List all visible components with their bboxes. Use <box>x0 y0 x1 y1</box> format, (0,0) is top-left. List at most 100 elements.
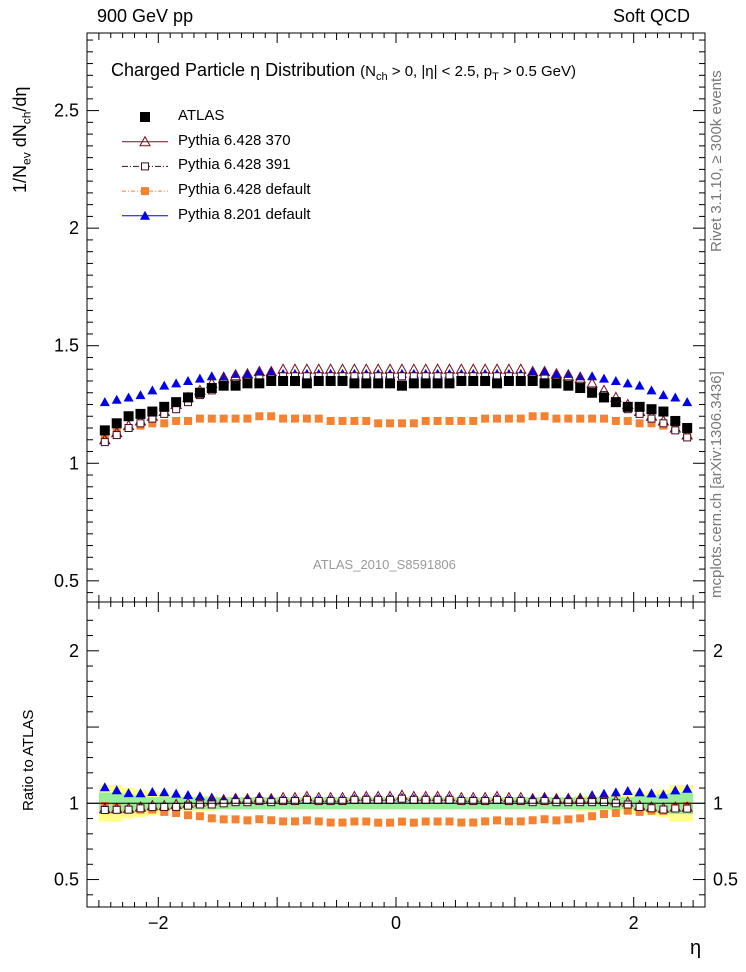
legend-label-pythia-6-428-391: Pythia 6.428 391 <box>178 156 291 174</box>
ratio-point <box>670 785 681 795</box>
ratio-point <box>588 798 597 807</box>
ratio-point <box>184 811 193 820</box>
ratio-y-tick-label-right: 1 <box>713 793 723 813</box>
series-atlas <box>99 375 693 436</box>
data-point <box>623 416 632 425</box>
data-point <box>635 419 644 428</box>
ratio-point <box>469 818 478 827</box>
ratio-point <box>469 797 478 806</box>
ratio-point <box>433 817 442 826</box>
x-tick-label: 0 <box>391 913 401 933</box>
ratio-point <box>610 787 621 797</box>
main-y-tick-label: 1.5 <box>54 336 79 356</box>
ratio-point <box>183 789 194 799</box>
ratio-point <box>564 798 573 807</box>
ratio-y-axis-title: Ratio to ATLAS <box>20 709 37 811</box>
data-point <box>123 392 134 402</box>
data-point <box>647 414 656 423</box>
ratio-point <box>135 788 146 798</box>
ratio-point <box>623 806 632 815</box>
data-point <box>493 414 502 423</box>
ratio-point <box>100 801 109 810</box>
data-point <box>469 416 478 425</box>
ratio-point <box>659 805 668 814</box>
data-point <box>598 373 609 383</box>
data-point <box>207 414 216 423</box>
ratio-y-tick-label-right: 0.5 <box>713 870 738 890</box>
data-point <box>112 426 121 435</box>
data-point <box>659 419 668 428</box>
main-y-tick-label: 2.5 <box>54 101 79 121</box>
ratio-point <box>243 798 252 807</box>
ratio-point <box>611 808 620 817</box>
data-point <box>647 419 656 428</box>
legend-marker-atlas <box>140 112 150 122</box>
header-category: Soft QCD <box>612 6 690 26</box>
legend-label-pythia-6-428-default: Pythia 6.428 default <box>178 181 311 199</box>
ratio-y-tick-label-right: 2 <box>713 641 723 661</box>
ratio-point <box>123 788 134 798</box>
data-point <box>576 414 585 423</box>
data-point <box>481 414 490 423</box>
ratio-point <box>147 787 158 797</box>
data-point <box>551 368 562 378</box>
data-point <box>386 419 395 428</box>
data-point <box>159 380 170 390</box>
plot-title: Charged Particle η Distribution (Nch > 0… <box>111 60 576 83</box>
ratio-point <box>207 800 216 809</box>
data-point <box>457 416 466 425</box>
series-pythia-6-428-default <box>100 412 692 440</box>
data-point <box>160 419 169 428</box>
main-y-tick-label: 0.5 <box>54 571 79 591</box>
header-collision: 900 GeV pp <box>97 6 194 26</box>
ratio-point <box>599 810 608 819</box>
ratio-point <box>279 817 288 826</box>
data-point <box>184 416 193 425</box>
ratio-point <box>374 818 383 827</box>
ratio-point <box>576 814 585 823</box>
data-point <box>622 378 633 388</box>
data-point <box>516 414 525 423</box>
ratio-point <box>338 797 347 806</box>
data-point <box>504 414 513 423</box>
ratio-point <box>623 800 632 809</box>
ratio-point <box>504 817 513 826</box>
data-point <box>172 416 181 425</box>
ratio-y-tick-label: 2 <box>69 641 79 661</box>
plot-title-cuts: (Nch > 0, |η| < 2.5, pT > 0.5 GeV) <box>360 63 576 83</box>
ratio-point <box>195 800 204 809</box>
ratio-point <box>493 816 502 825</box>
data-point <box>588 414 597 423</box>
ratio-point <box>171 788 182 798</box>
ratio-point <box>374 795 383 804</box>
ratio-point <box>124 805 133 814</box>
analysis-watermark: ATLAS_2010_S8591806 <box>313 557 456 572</box>
ratio-point <box>516 797 525 806</box>
ratio-point <box>635 807 644 816</box>
data-point <box>610 375 621 385</box>
ratio-point <box>194 791 205 801</box>
main-y-tick-label: 1 <box>69 453 79 473</box>
ratio-point <box>219 815 228 824</box>
ratio-point <box>111 785 122 795</box>
rivet-version-label: Rivet 3.1.10, ≥ 300k events <box>708 70 725 252</box>
data-point <box>374 419 383 428</box>
data-point <box>314 414 323 423</box>
ratio-point <box>207 814 216 823</box>
data-point <box>683 433 692 442</box>
mcplots-reference-label: mcplots.cern.ch [arXiv:1306.3436] <box>708 371 725 598</box>
data-point <box>243 414 252 423</box>
data-point <box>528 412 537 421</box>
ratio-point <box>683 804 692 813</box>
x-tick-label: −2 <box>148 913 169 933</box>
ratio-point <box>302 816 311 825</box>
ratio-point <box>599 798 608 807</box>
ratio-point <box>314 817 323 826</box>
ratio-point <box>647 804 656 813</box>
ratio-point <box>255 797 264 806</box>
data-point <box>670 392 681 402</box>
ratio-point <box>136 804 145 813</box>
data-point <box>195 414 204 423</box>
ratio-point <box>172 802 181 811</box>
data-point <box>445 416 454 425</box>
